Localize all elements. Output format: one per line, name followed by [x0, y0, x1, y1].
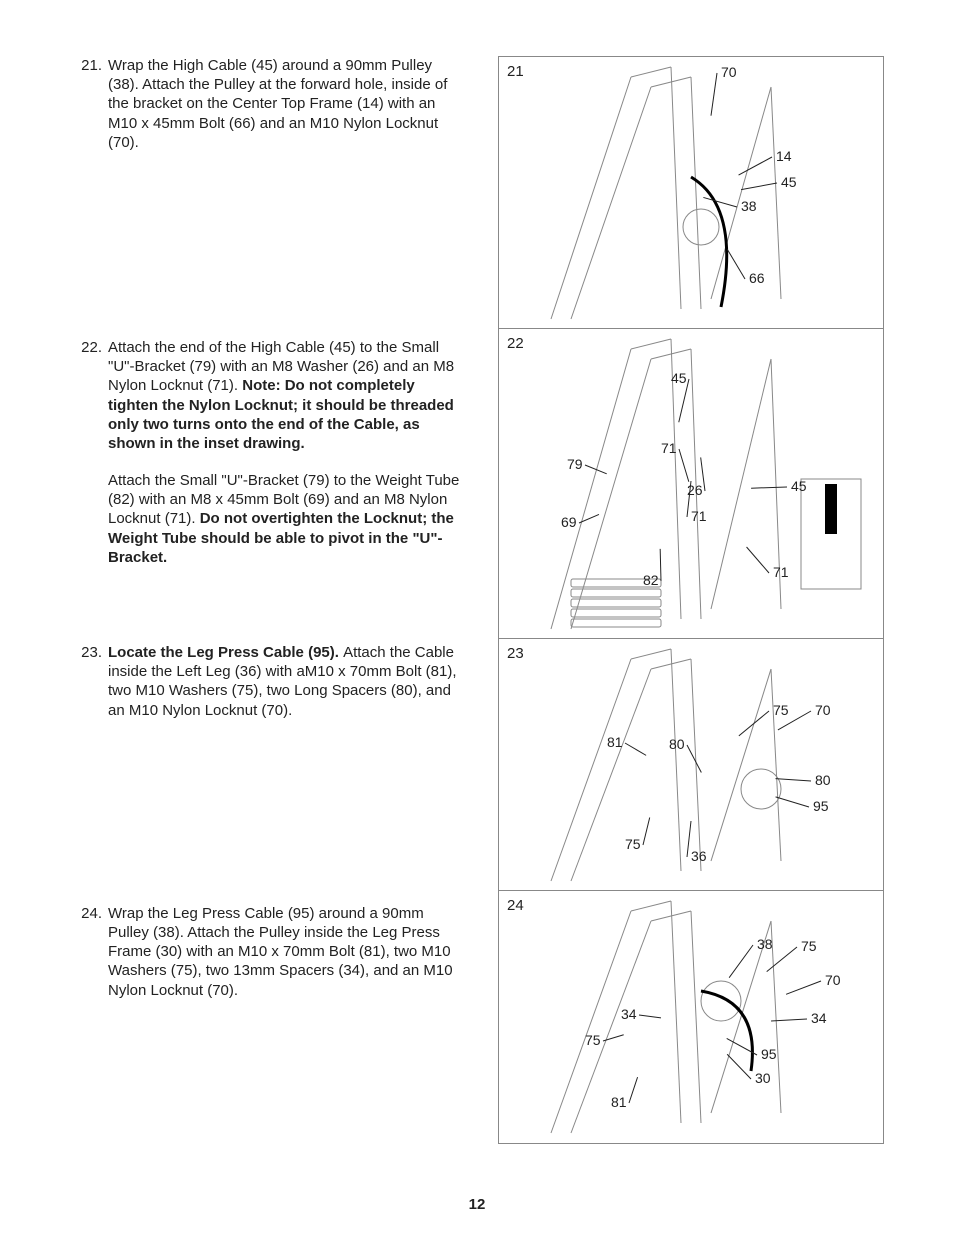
callout-label: 69 — [561, 514, 577, 530]
diagram-column: 2170144538662245797126716982457123818075… — [498, 56, 884, 1144]
step-paragraph: Locate the Leg Press Cable (95). Attach … — [108, 643, 466, 720]
step-paragraph: Wrap the Leg Press Cable (95) around a 9… — [108, 904, 466, 1000]
bold-text: Locate the Leg Press Cable (95). — [108, 644, 343, 661]
instruction-step: 22.Attach the end of the High Cable (45)… — [76, 338, 466, 567]
callout-label: 80 — [815, 772, 831, 788]
page-number: 12 — [0, 1196, 954, 1213]
text-run: Wrap the High Cable (45) around a 90mm P… — [108, 57, 447, 151]
callout-label: 71 — [773, 564, 789, 580]
diagram-panel: 21 70 14 45 38 66 — [499, 57, 883, 329]
callout-label: 71 — [661, 440, 677, 456]
callout-label: 79 — [567, 456, 583, 472]
diagram-svg: 70 14 45 38 66 — [499, 57, 883, 329]
callout-label: 81 — [611, 1094, 627, 1110]
callout-label: 45 — [781, 174, 797, 190]
callout-label: 30 — [755, 1070, 771, 1086]
instruction-step: 21.Wrap the High Cable (45) around a 90m… — [76, 56, 466, 152]
panel-number: 24 — [507, 897, 524, 914]
text-run: Wrap the Leg Press Cable (95) around a 9… — [108, 905, 453, 999]
callout-label: 95 — [761, 1046, 777, 1062]
callout-label: 34 — [621, 1006, 637, 1022]
step-number: 22. — [76, 338, 108, 567]
callout-label: 70 — [825, 972, 841, 988]
callout-label: 45 — [671, 370, 687, 386]
callout-label: 14 — [776, 148, 792, 164]
callout-label: 75 — [625, 836, 641, 852]
instruction-column: 21.Wrap the High Cable (45) around a 90m… — [76, 56, 466, 1024]
content-columns: 21.Wrap the High Cable (45) around a 90m… — [76, 56, 884, 1144]
panel-number: 23 — [507, 645, 524, 662]
step-paragraph: Attach the Small "U"-Bracket (79) to the… — [108, 471, 466, 567]
step-number: 24. — [76, 904, 108, 1000]
callout-label: 34 — [811, 1010, 827, 1026]
diagram-svg: 38 75 70 34 34 75 95 30 81 — [499, 891, 883, 1143]
step-paragraph: Attach the end of the High Cable (45) to… — [108, 338, 466, 453]
step-body: Wrap the Leg Press Cable (95) around a 9… — [108, 904, 466, 1000]
instruction-step: 24.Wrap the Leg Press Cable (95) around … — [76, 904, 466, 1000]
step-number: 21. — [76, 56, 108, 152]
callout-label: 81 — [607, 734, 623, 750]
panel-number: 22 — [507, 335, 524, 352]
diagram-panel: 24 38 75 70 34 34 75 95 30 81 — [499, 891, 883, 1143]
callout-label: 71 — [691, 508, 707, 524]
callout-label: 36 — [691, 848, 707, 864]
callout-label: 38 — [757, 936, 773, 952]
step-number: 23. — [76, 643, 108, 720]
callout-label: 80 — [669, 736, 685, 752]
step-body: Locate the Leg Press Cable (95). Attach … — [108, 643, 466, 720]
callout-label: 38 — [741, 198, 757, 214]
callout-label: 70 — [721, 64, 737, 80]
callout-label: 95 — [813, 798, 829, 814]
manual-page: 21.Wrap the High Cable (45) around a 90m… — [0, 0, 954, 1235]
step-body: Wrap the High Cable (45) around a 90mm P… — [108, 56, 466, 152]
step-paragraph: Wrap the High Cable (45) around a 90mm P… — [108, 56, 466, 152]
diagram-svg: 457971267169824571 — [499, 329, 883, 639]
diagram-panel: 22457971267169824571 — [499, 329, 883, 639]
diagram-svg: 81 80 75 70 80 95 75 36 — [499, 639, 883, 891]
callout-label: 75 — [801, 938, 817, 954]
callout-label: 66 — [749, 270, 765, 286]
callout-label: 45 — [791, 478, 807, 494]
diagram-panel: 23 81 80 75 70 80 95 75 36 — [499, 639, 883, 891]
callout-label: 75 — [773, 702, 789, 718]
callout-label: 75 — [585, 1032, 601, 1048]
instruction-step: 23.Locate the Leg Press Cable (95). Atta… — [76, 643, 466, 720]
callout-label: 82 — [643, 572, 659, 588]
step-body: Attach the end of the High Cable (45) to… — [108, 338, 466, 567]
callout-label: 70 — [815, 702, 831, 718]
panel-number: 21 — [507, 63, 524, 80]
